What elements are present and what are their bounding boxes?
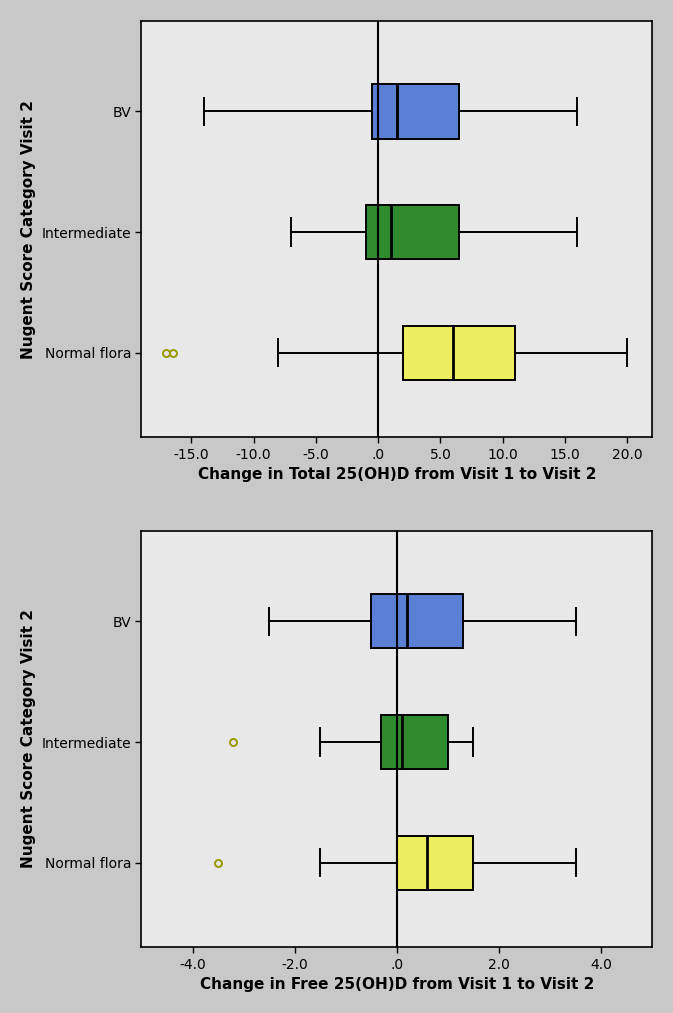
X-axis label: Change in Total 25(OH)D from Visit 1 to Visit 2: Change in Total 25(OH)D from Visit 1 to … [198,467,596,482]
PathPatch shape [382,715,448,769]
PathPatch shape [371,595,463,648]
PathPatch shape [397,836,473,889]
PathPatch shape [365,205,459,259]
X-axis label: Change in Free 25(OH)D from Visit 1 to Visit 2: Change in Free 25(OH)D from Visit 1 to V… [200,978,594,992]
Y-axis label: Nugent Score Category Visit 2: Nugent Score Category Visit 2 [21,610,36,868]
Y-axis label: Nugent Score Category Visit 2: Nugent Score Category Visit 2 [21,99,36,359]
PathPatch shape [403,325,515,380]
PathPatch shape [372,84,459,139]
